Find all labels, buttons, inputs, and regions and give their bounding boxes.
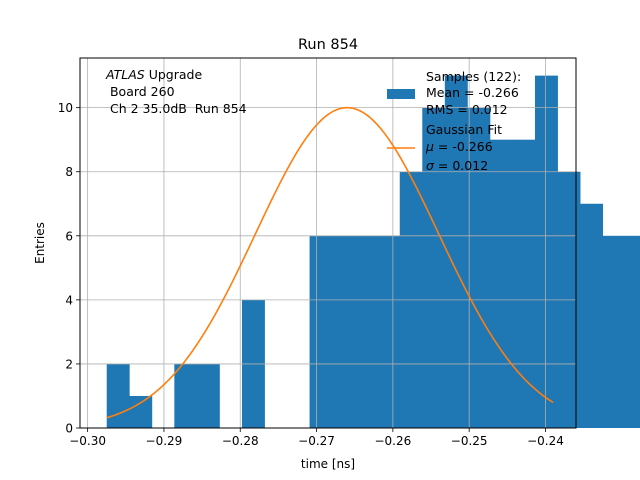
legend-mu-value: = -0.266 — [434, 139, 493, 154]
x-tick-label: −0.28 — [222, 434, 259, 448]
legend-sigma-symbol: σ — [426, 158, 435, 173]
histogram-bar — [512, 139, 536, 428]
annotation-line-1: ATLAS Upgrade — [105, 67, 202, 82]
histogram-bar — [377, 235, 401, 428]
legend-fit-title: Gaussian Fit — [426, 122, 502, 137]
y-axis-label: Entries — [33, 222, 47, 264]
x-tick-label: −0.26 — [374, 434, 411, 448]
y-tick-label: 2 — [65, 357, 73, 371]
histogram-bar — [196, 363, 220, 428]
legend-mu-symbol: μ — [425, 139, 434, 154]
gaussian-fit — [106, 106, 554, 419]
x-tick-label: −0.29 — [146, 434, 183, 448]
legend-samples-title: Samples (122): — [426, 69, 521, 84]
legend: Samples (122): Mean = -0.266 RMS = 0.012… — [387, 69, 521, 173]
histogram-bars — [106, 75, 640, 429]
x-tick-label: −0.27 — [298, 434, 335, 448]
legend-samples-swatch — [387, 89, 415, 99]
histogram-bar — [332, 235, 356, 428]
histogram-bar — [625, 235, 640, 428]
histogram-bar — [174, 363, 198, 428]
legend-samples-rms: RMS = 0.012 — [426, 102, 508, 117]
y-tick-label: 10 — [58, 101, 73, 115]
x-tick-label: −0.25 — [451, 434, 488, 448]
histogram-bar — [467, 107, 491, 429]
annotation-atlas: ATLAS — [105, 67, 145, 82]
annotation-line-2: Board 260 — [106, 84, 175, 99]
legend-sigma-value: = 0.012 — [434, 158, 488, 173]
annotation-upgrade: Upgrade — [145, 67, 203, 82]
histogram-bar — [106, 363, 130, 428]
histogram-bar — [129, 395, 153, 428]
atlas-annotation: ATLAS Upgrade Board 260 Ch 2 35.0dB Run … — [105, 67, 247, 116]
gaussian-fit-curve — [106, 106, 554, 419]
histogram-bar — [489, 139, 513, 428]
histogram-bar — [309, 235, 333, 428]
y-tick-label: 6 — [65, 229, 73, 243]
histogram-bar — [444, 75, 468, 429]
x-tick-label: −0.24 — [527, 434, 564, 448]
legend-samples-mean: Mean = -0.266 — [426, 85, 519, 100]
histogram-bar — [534, 75, 558, 429]
histogram-bar — [422, 107, 446, 429]
legend-fit-mu: μ = -0.266 — [425, 139, 493, 154]
y-tick-label: 4 — [65, 293, 73, 307]
histogram-bar — [354, 235, 378, 428]
y-tick-label: 8 — [65, 165, 73, 179]
annotation-line-3: Ch 2 35.0dB Run 854 — [106, 101, 247, 116]
y-tick-label: 0 — [65, 422, 73, 436]
x-axis-ticks: −0.30 −0.29 −0.28 −0.27 −0.26 −0.25 −0.24 — [69, 428, 564, 448]
y-axis-ticks: 0 2 4 6 8 10 — [58, 101, 80, 436]
axes-frame — [79, 57, 577, 429]
chart-title: Run 854 — [298, 37, 358, 53]
legend-fit-sigma: σ = 0.012 — [426, 158, 488, 173]
x-tick-label: −0.30 — [69, 434, 106, 448]
x-axis-label: time [ns] — [301, 457, 355, 471]
histogram-bar — [602, 235, 626, 428]
histogram-bar — [580, 203, 604, 428]
